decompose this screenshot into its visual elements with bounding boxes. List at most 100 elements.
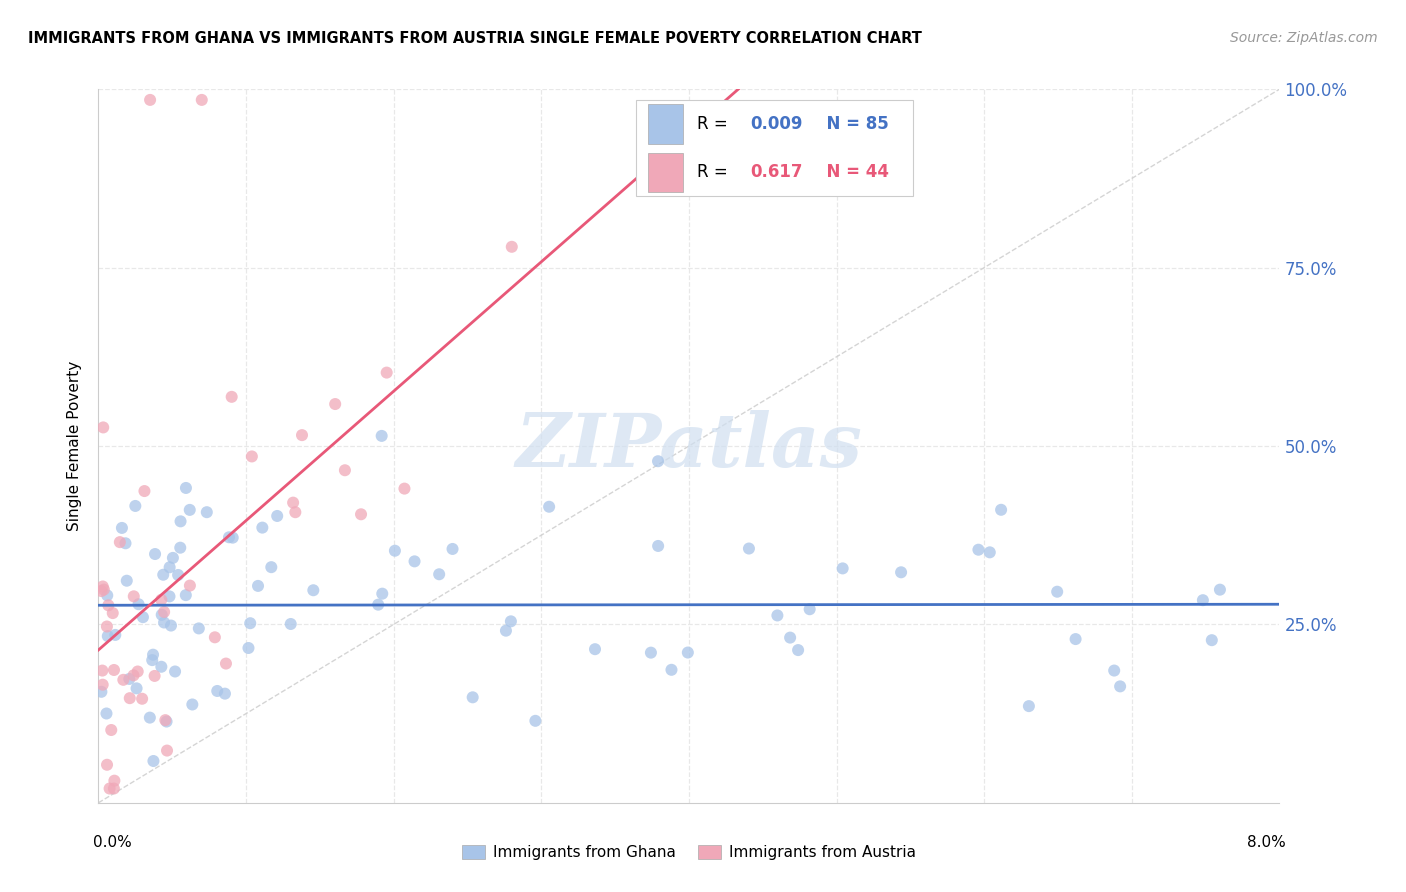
Point	[538, 500, 561, 514]
Point	[132, 610, 155, 624]
Y-axis label: Single Female Poverty: Single Female Poverty	[67, 361, 83, 531]
Point	[160, 618, 183, 632]
Point	[323, 397, 346, 411]
Text: N = 44: N = 44	[815, 163, 890, 181]
Point	[100, 723, 122, 737]
Point	[222, 531, 245, 545]
Point	[191, 93, 214, 107]
Text: R =: R =	[697, 115, 733, 133]
Legend: Immigrants from Ghana, Immigrants from Austria: Immigrants from Ghana, Immigrants from A…	[456, 839, 922, 866]
Point	[96, 706, 118, 721]
Point	[179, 503, 201, 517]
Point	[118, 672, 141, 686]
Point	[676, 646, 699, 660]
Point	[122, 668, 145, 682]
Point	[1064, 632, 1087, 646]
Text: 8.0%: 8.0%	[1247, 835, 1285, 850]
Point	[91, 664, 114, 678]
Point	[1046, 584, 1069, 599]
Point	[252, 520, 274, 534]
Point	[101, 606, 124, 620]
Point	[1192, 593, 1215, 607]
Point	[169, 541, 191, 555]
Point	[156, 743, 179, 757]
Point	[218, 530, 240, 544]
Point	[155, 714, 177, 729]
Point	[524, 714, 547, 728]
Point	[141, 653, 163, 667]
Point	[214, 687, 236, 701]
Point	[125, 681, 148, 696]
Point	[108, 535, 131, 549]
Point	[260, 560, 283, 574]
Point	[96, 588, 118, 602]
Point	[150, 607, 173, 622]
Text: 0.009: 0.009	[751, 115, 803, 133]
Point	[427, 567, 450, 582]
Point	[990, 503, 1012, 517]
Point	[90, 584, 112, 599]
Point	[128, 597, 150, 611]
Point	[98, 781, 121, 796]
Point	[1018, 699, 1040, 714]
Point	[799, 602, 821, 616]
Point	[139, 710, 162, 724]
Point	[143, 669, 166, 683]
Point	[370, 429, 392, 443]
FancyBboxPatch shape	[636, 100, 914, 196]
Point	[394, 482, 416, 496]
Point	[787, 643, 810, 657]
Point	[215, 657, 238, 671]
Point	[661, 663, 683, 677]
Point	[979, 545, 1001, 559]
Point	[115, 574, 138, 588]
Point	[207, 684, 229, 698]
Point	[499, 615, 522, 629]
Point	[404, 554, 426, 568]
Text: Source: ZipAtlas.com: Source: ZipAtlas.com	[1230, 31, 1378, 45]
Point	[111, 521, 134, 535]
Point	[371, 587, 394, 601]
Point	[165, 665, 187, 679]
Point	[96, 619, 118, 633]
Point	[204, 630, 226, 644]
Point	[159, 590, 181, 604]
Point	[333, 463, 356, 477]
Point	[240, 450, 263, 464]
Point	[187, 621, 209, 635]
Point	[181, 698, 204, 712]
Point	[153, 605, 176, 619]
Point	[779, 631, 801, 645]
Point	[367, 598, 389, 612]
Point	[583, 642, 606, 657]
Point	[91, 678, 114, 692]
Point	[169, 514, 191, 528]
Point	[1209, 582, 1232, 597]
Bar	[648, 104, 683, 144]
Point	[122, 590, 145, 604]
Point	[97, 599, 120, 613]
Text: IMMIGRANTS FROM GHANA VS IMMIGRANTS FROM AUSTRIA SINGLE FEMALE POVERTY CORRELATI: IMMIGRANTS FROM GHANA VS IMMIGRANTS FROM…	[28, 31, 922, 46]
Point	[221, 390, 243, 404]
Point	[167, 568, 190, 582]
Text: R =: R =	[697, 163, 733, 181]
Point	[97, 629, 120, 643]
Point	[831, 561, 853, 575]
Point	[153, 615, 176, 630]
Point	[162, 550, 184, 565]
Point	[103, 773, 125, 788]
Text: ZIPatlas: ZIPatlas	[516, 409, 862, 483]
Point	[375, 366, 398, 380]
Text: 0.0%: 0.0%	[93, 835, 131, 850]
Point	[495, 624, 517, 638]
Point	[91, 579, 114, 593]
Point	[152, 567, 174, 582]
Point	[142, 648, 165, 662]
Point	[239, 616, 262, 631]
Point	[280, 617, 302, 632]
Point	[640, 646, 662, 660]
Point	[103, 663, 125, 677]
Point	[350, 508, 373, 522]
Bar	[648, 153, 683, 192]
Point	[143, 547, 166, 561]
